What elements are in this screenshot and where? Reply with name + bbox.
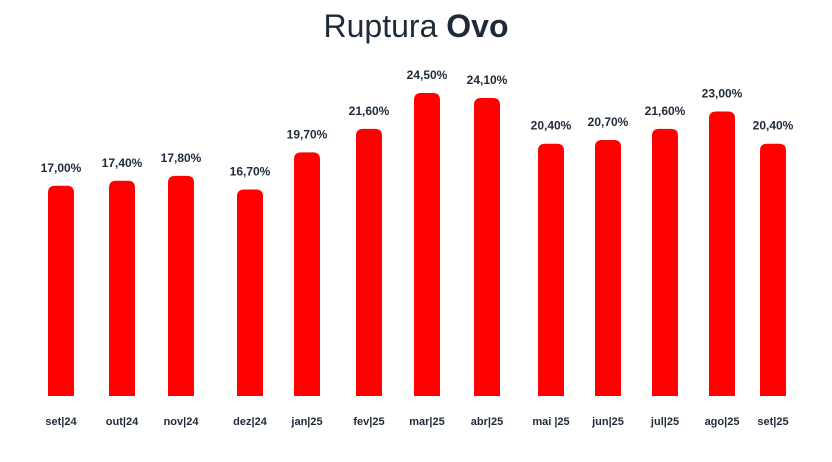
- value-label-7: 24,10%: [467, 73, 508, 87]
- category-label-9: jun|25: [591, 416, 624, 428]
- bar-4: [294, 152, 320, 396]
- category-label-5: fev|25: [353, 416, 384, 428]
- value-label-9: 20,70%: [588, 115, 629, 129]
- value-label-5: 21,60%: [349, 104, 390, 118]
- bar-7: [474, 97, 500, 397]
- bar-1: [109, 180, 135, 396]
- category-label-6: mar|25: [409, 416, 445, 428]
- bar-2: [168, 175, 194, 396]
- title-prefix: Ruptura: [323, 8, 438, 44]
- category-label-1: out|24: [106, 416, 139, 428]
- bar-10: [652, 128, 678, 397]
- bar-0: [48, 185, 74, 396]
- value-label-8: 20,40%: [531, 119, 572, 133]
- category-label-4: jan|25: [290, 416, 322, 428]
- bar-12: [760, 143, 786, 396]
- value-label-2: 17,80%: [161, 151, 202, 165]
- chart-title: Ruptura Ovo: [0, 8, 832, 45]
- value-label-1: 17,40%: [102, 156, 143, 170]
- title-emphasis: Ovo: [446, 8, 509, 44]
- category-label-12: set|25: [757, 416, 788, 428]
- category-label-8: mai |25: [532, 416, 569, 428]
- category-label-10: jul|25: [650, 416, 679, 428]
- category-label-3: dez|24: [233, 416, 268, 428]
- category-label-0: set|24: [45, 416, 77, 428]
- bar-6: [414, 93, 440, 396]
- value-label-4: 19,70%: [287, 127, 328, 141]
- value-label-6: 24,50%: [407, 68, 448, 82]
- bar-9: [595, 139, 621, 397]
- bar-3: [237, 189, 263, 396]
- value-label-10: 21,60%: [645, 104, 686, 118]
- bar-11: [709, 111, 735, 396]
- value-label-0: 17,00%: [41, 161, 82, 175]
- value-label-3: 16,70%: [230, 164, 271, 178]
- value-label-11: 23,00%: [702, 87, 743, 101]
- category-label-7: abr|25: [471, 416, 503, 428]
- category-label-11: ago|25: [705, 416, 740, 428]
- bar-8: [538, 143, 564, 396]
- category-label-2: nov|24: [164, 416, 200, 428]
- bar-5: [356, 128, 382, 397]
- value-label-12: 20,40%: [753, 119, 794, 133]
